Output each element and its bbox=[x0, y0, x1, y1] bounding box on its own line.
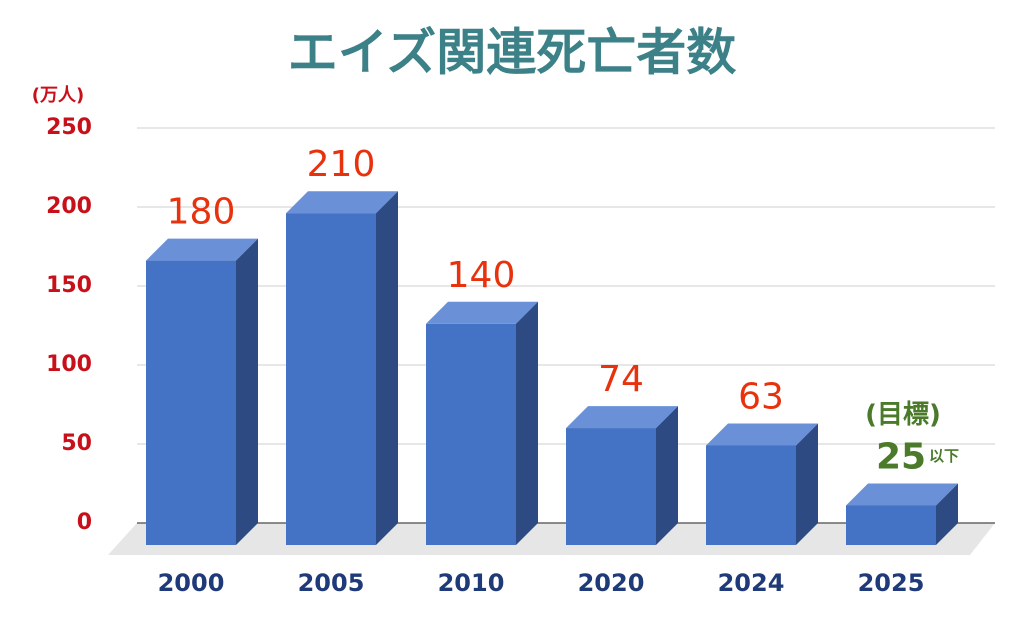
value-label: 180 bbox=[167, 192, 236, 233]
bar bbox=[286, 213, 376, 545]
value-label: 74 bbox=[598, 359, 644, 400]
x-tick-label: 2005 bbox=[298, 569, 365, 597]
bar-side bbox=[796, 423, 818, 545]
chart-title: エイズ関連死亡者数 bbox=[288, 24, 737, 82]
y-tick-label: 250 bbox=[46, 115, 92, 140]
y-tick-label: 150 bbox=[46, 273, 92, 298]
value-label: 63 bbox=[738, 376, 784, 417]
bar-side bbox=[936, 483, 958, 545]
annotation: 以下 bbox=[929, 447, 959, 465]
bar-top bbox=[846, 483, 958, 506]
bar-side bbox=[376, 191, 398, 545]
bar-top bbox=[426, 301, 538, 324]
x-tick-label: 2025 bbox=[858, 569, 925, 597]
bar-top bbox=[286, 191, 398, 214]
bar-top bbox=[146, 238, 258, 261]
x-tick-label: 2000 bbox=[158, 569, 225, 597]
bar bbox=[426, 323, 516, 545]
x-tick-label: 2010 bbox=[438, 569, 505, 597]
bar bbox=[706, 445, 796, 545]
x-tick-label: 2024 bbox=[718, 569, 785, 597]
bar-side bbox=[516, 301, 538, 545]
value-label: 140 bbox=[447, 255, 516, 296]
y-tick-label: 0 bbox=[77, 510, 92, 535]
value-label: 210 bbox=[307, 144, 376, 185]
bar-side bbox=[656, 406, 678, 545]
bar-top bbox=[566, 406, 678, 429]
y-tick-label: 50 bbox=[61, 431, 92, 456]
value-label: 25 bbox=[876, 437, 926, 478]
bar-top bbox=[706, 423, 818, 446]
bar-side bbox=[236, 238, 258, 545]
bar bbox=[846, 505, 936, 545]
y-tick-label: 100 bbox=[46, 352, 92, 377]
x-tick-label: 2020 bbox=[578, 569, 645, 597]
bar bbox=[146, 260, 236, 545]
bar bbox=[566, 428, 656, 545]
y-unit: (万人) bbox=[32, 85, 84, 106]
annotation: (目標) bbox=[865, 400, 941, 430]
y-tick-label: 200 bbox=[46, 194, 92, 219]
